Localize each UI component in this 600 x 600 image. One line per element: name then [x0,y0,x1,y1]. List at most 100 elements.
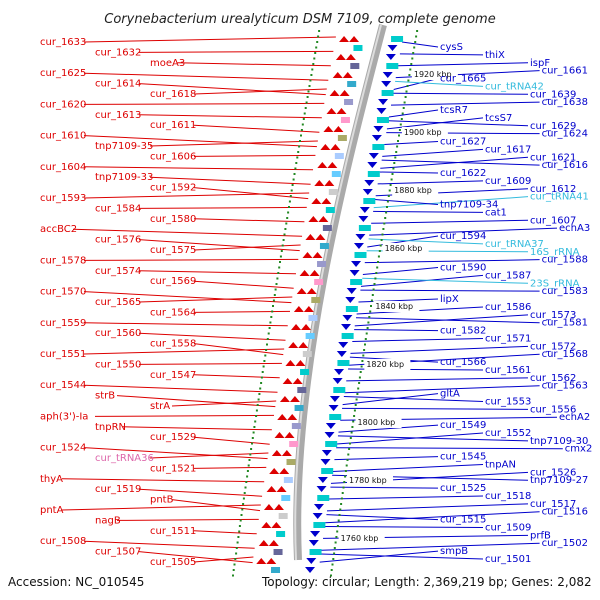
right-gene-label: cur_1627 [440,137,486,148]
right-gene-label: cat1 [485,207,507,218]
left-gene-label: pntB [150,495,174,506]
tick-dot-inner [253,426,256,428]
tick-dot-outer [365,332,368,335]
right-gene-label: cur_1545 [440,452,486,463]
tick-dot-inner [254,420,257,423]
right-gene-label: tnpAN [485,459,516,470]
right-gene-label: cur_1617 [485,144,531,155]
right-gene-label: cur_1661 [542,66,588,77]
tick-dot-outer [353,415,356,417]
tick-dot-outer [373,283,376,285]
left-gene-label: cur_1633 [40,37,86,48]
right-connector-line [367,235,439,248]
left-gene-label: cur_1611 [150,120,196,131]
tick-dot-inner [261,371,264,373]
kbp-label-box [355,417,402,428]
tick-dot-outer [330,574,332,577]
forward-gene-arrow [296,288,307,294]
left-gene-label: cur_1507 [95,547,141,558]
tick-dot-outer [333,547,336,549]
left-connector-line [193,530,257,535]
right-gene-label: cur_1501 [485,554,531,565]
right-connector-line [344,385,540,394]
tick-dot-inner [298,145,301,148]
right-gene-label: cur_1621 [530,152,576,163]
forward-gene-arrow [314,180,325,186]
forward-gene-arrow [295,360,306,366]
kbp-label: 1760 kbp [341,534,379,543]
reverse-gene-arrow [387,45,398,51]
right-gene-label: smpB [440,546,468,557]
gene-block [302,351,312,357]
left-gene-label: cur_1580 [150,214,196,225]
tick-dot-outer [414,41,417,43]
right-gene-label: cur_1502 [542,538,588,549]
right-connector-line [326,503,529,512]
tick-dot-outer [364,343,366,346]
right-connector-line [320,553,484,560]
reverse-gene-arrow [362,189,373,195]
gene-block [325,207,335,213]
forward-gene-arrow [256,558,267,564]
tick-dot-outer [399,123,402,126]
right-connector-line [375,199,439,206]
forward-gene-arrow [345,54,356,60]
gene-block [317,261,327,267]
tick-dot-inner [232,569,235,571]
right-connector-line [342,407,529,410]
left-gene-label: cur_1519 [95,484,141,495]
tick-dot-inner [302,118,305,120]
left-connector-line [193,310,291,313]
right-gene-label: cur_1515 [440,515,486,526]
tick-dot-inner [260,376,263,379]
forward-gene-arrow [287,414,298,420]
right-connector-line [373,196,529,209]
gene-block [273,549,283,555]
left-gene-label: cur_1521 [150,463,196,474]
left-connector-line [193,374,280,379]
right-gene-label: 23S_rRNA [530,278,580,289]
forward-gene-arrow [330,144,341,150]
tick-dot-outer [349,442,351,445]
tick-dot-inner [313,57,316,60]
gene-block [283,477,293,483]
forward-gene-arrow [288,342,299,348]
kbp-labels: 1920 kbp 1900 kbp 1880 kbp 1860 kbp 1840 kbp… [338,69,458,544]
tick-dot-inner [268,327,271,329]
tick-dot-inner [255,415,258,417]
forward-gene-arrow [332,72,343,78]
reverse-gene-arrow [328,405,339,411]
gene-block [289,441,299,447]
reverse-gene-arrow [373,126,384,132]
tick-dot-outer [357,387,360,390]
tick-dot-inner [304,107,307,109]
left-connector-line [72,228,303,237]
kbp-label-box [338,533,385,544]
left-connector-line [193,218,305,223]
tick-dot-inner [242,497,245,500]
tick-dot-outer [377,255,380,258]
right-gene-label: cur_1612 [530,184,576,195]
right-connector-line [377,180,484,185]
tick-dot-outer [348,448,351,450]
tick-dot-outer [350,431,353,434]
tick-dot-outer [344,470,347,472]
tick-dot-inner [265,349,268,351]
reverse-gene-arrow [342,315,353,321]
right-connector-line [388,109,439,118]
left-gene-label: cur_1618 [150,89,196,100]
reverse-gene-arrow [324,432,335,438]
gene-block [337,360,350,366]
tick-dot-outer [377,261,379,263]
left-connector-line [177,62,331,67]
left-connector-line [83,192,310,199]
tick-dot-outer [394,156,397,159]
gene-block [317,495,330,501]
left-connector-line [138,296,293,303]
right-gene-label: cur_1509 [485,522,531,533]
left-gene-label: cur_1511 [150,526,196,537]
tick-dot-inner [269,321,272,324]
tick-dot-inner [266,343,268,346]
left-connector-line [138,114,322,119]
tick-dot-outer [352,420,355,423]
